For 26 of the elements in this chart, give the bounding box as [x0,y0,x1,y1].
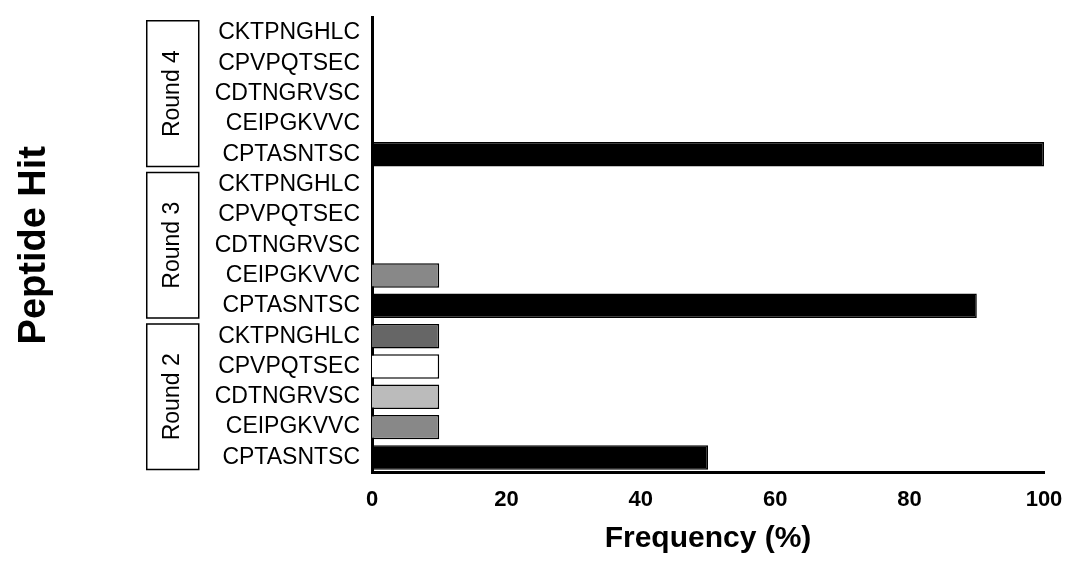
y-tick-label: CPTASNTSC [222,442,360,469]
y-tick-label: CDTNGRVSC [214,382,360,409]
x-tick-label: 80 [897,485,922,511]
x-tick-label: 0 [365,485,379,511]
x-tick-label: 60 [762,485,788,511]
y-tick-label: CEIPGKVVC [225,260,360,287]
y-tick-label: CPVPQTSEC [218,200,360,227]
y-tick-label: CKTPNGHLC [218,18,360,45]
text: Round 3 [158,201,185,289]
x-tick-label: 20 [494,485,519,511]
x-tick-label: 100 [1025,485,1063,511]
y-tick-label: CPTASNTSC [222,291,360,318]
y-tick-label: CPVPQTSEC [218,48,360,75]
y-tick-label: CEIPGKVVC [225,412,360,439]
y-tick-label: CKTPNGHLC [218,169,360,196]
x-tick-label: 40 [628,485,654,511]
y-tick-label: CEIPGKVVC [225,109,360,136]
y-axis-title: Peptide Hit [11,145,54,345]
text: Round 4 [158,49,185,138]
y-tick-label: CPVPQTSEC [218,351,360,378]
y-tick-label: CKTPNGHLC [218,321,360,348]
y-tick-label: CDTNGRVSC [214,78,360,105]
y-tick-label: CPTASNTSC [222,139,360,166]
x-axis-title: Frequency (%) [604,520,812,554]
text: Round 2 [158,353,185,441]
y-tick-label: CDTNGRVSC [214,230,360,257]
